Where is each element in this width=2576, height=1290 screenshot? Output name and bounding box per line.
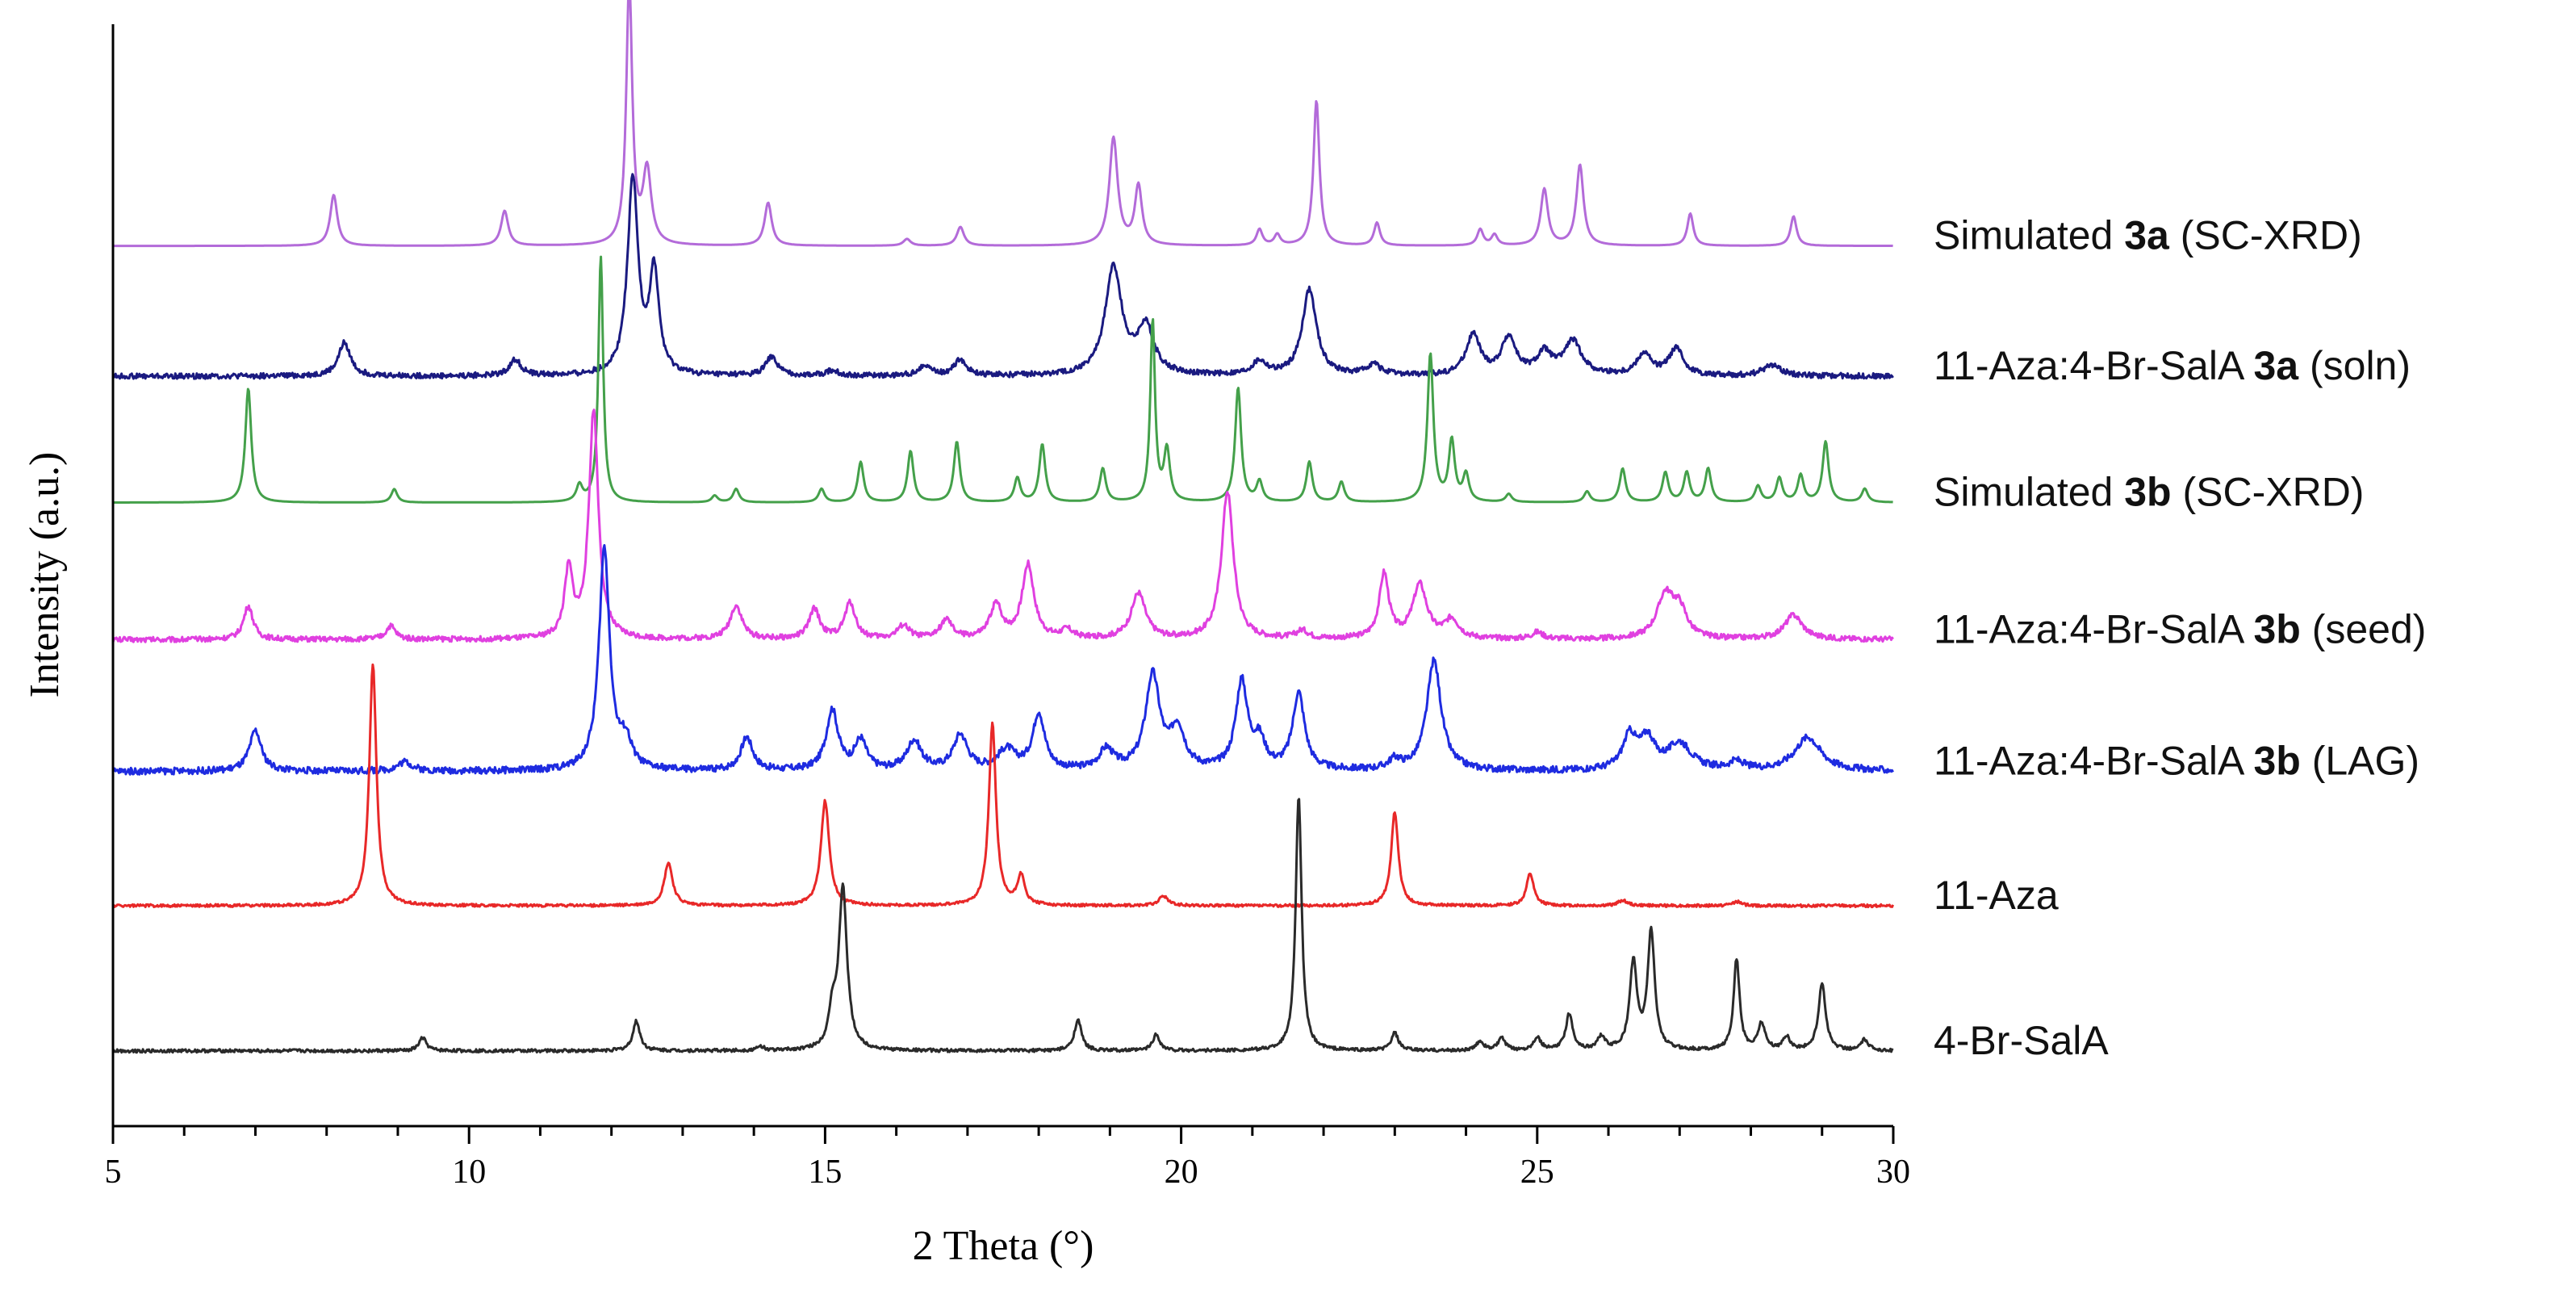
x-tick-label: 10 [452,1154,486,1191]
series-trace-6 [112,663,1895,909]
series-label-3: Simulated 3b (SC-XRD) [1934,470,2364,515]
series-label-compound: 3b [2253,606,2300,651]
series-trace-4 [111,408,1894,643]
series-label-text: 11-Aza:4-Br-SalA [1934,739,2253,784]
series-label-5: 11-Aza:4-Br-SalA 3b (LAG) [1934,739,2419,784]
x-tick-label: 15 [808,1154,842,1191]
series-trace-3 [112,255,1894,504]
series-labels: Simulated 3a (SC-XRD) 11-Aza:4-Br-SalA 3a… [1934,213,2426,1063]
x-axis-title: 2 Theta (°) [913,1223,1094,1269]
series-label-2: 11-Aza:4-Br-SalA 3a (soln) [1934,343,2411,388]
series-label-1: Simulated 3a (SC-XRD) [1934,213,2362,258]
series-label-compound: 3a [2124,213,2170,258]
x-tick-label: 5 [105,1154,122,1191]
series-label-text: 4-Br-SalA [1934,1018,2109,1063]
series-trace-1 [112,0,1894,248]
series-trace-2 [112,173,1894,380]
series-label-compound: 3b [2124,470,2171,515]
series-label-method: (soln) [2298,343,2411,388]
series-label-text: Simulated [1934,470,2124,515]
x-tick-label: 20 [1165,1154,1198,1191]
series-trace-7 [112,798,1894,1054]
series-label-method: (SC-XRD) [2169,213,2362,258]
series-label-text: 11-Aza:4-Br-SalA [1934,343,2253,388]
y-axis-title: Intensity (a.u.) [22,452,68,698]
series-label-7: 4-Br-SalA [1934,1018,2109,1063]
series-label-text: 11-Aza [1934,873,2059,918]
series-label-method: (SC-XRD) [2172,470,2365,515]
series-label-6: 11-Aza [1934,873,2059,918]
series-trace-5 [111,544,1894,776]
x-tick-label: 25 [1520,1154,1554,1191]
series-label-method: (seed) [2301,606,2427,651]
series-label-method: (LAG) [2301,739,2419,784]
series-label-text: 11-Aza:4-Br-SalA [1934,606,2253,651]
axes [111,24,1893,1128]
plot-area [111,0,1895,1054]
series-label-compound: 3b [2253,739,2300,784]
x-tick-label: 30 [1876,1154,1910,1191]
series-label-4: 11-Aza:4-Br-SalA 3b (seed) [1934,606,2426,651]
series-label-text: Simulated [1934,213,2124,258]
series-label-compound: 3a [2253,343,2299,388]
x-ticks: 5 10 15 20 25 30 [105,1126,1910,1191]
